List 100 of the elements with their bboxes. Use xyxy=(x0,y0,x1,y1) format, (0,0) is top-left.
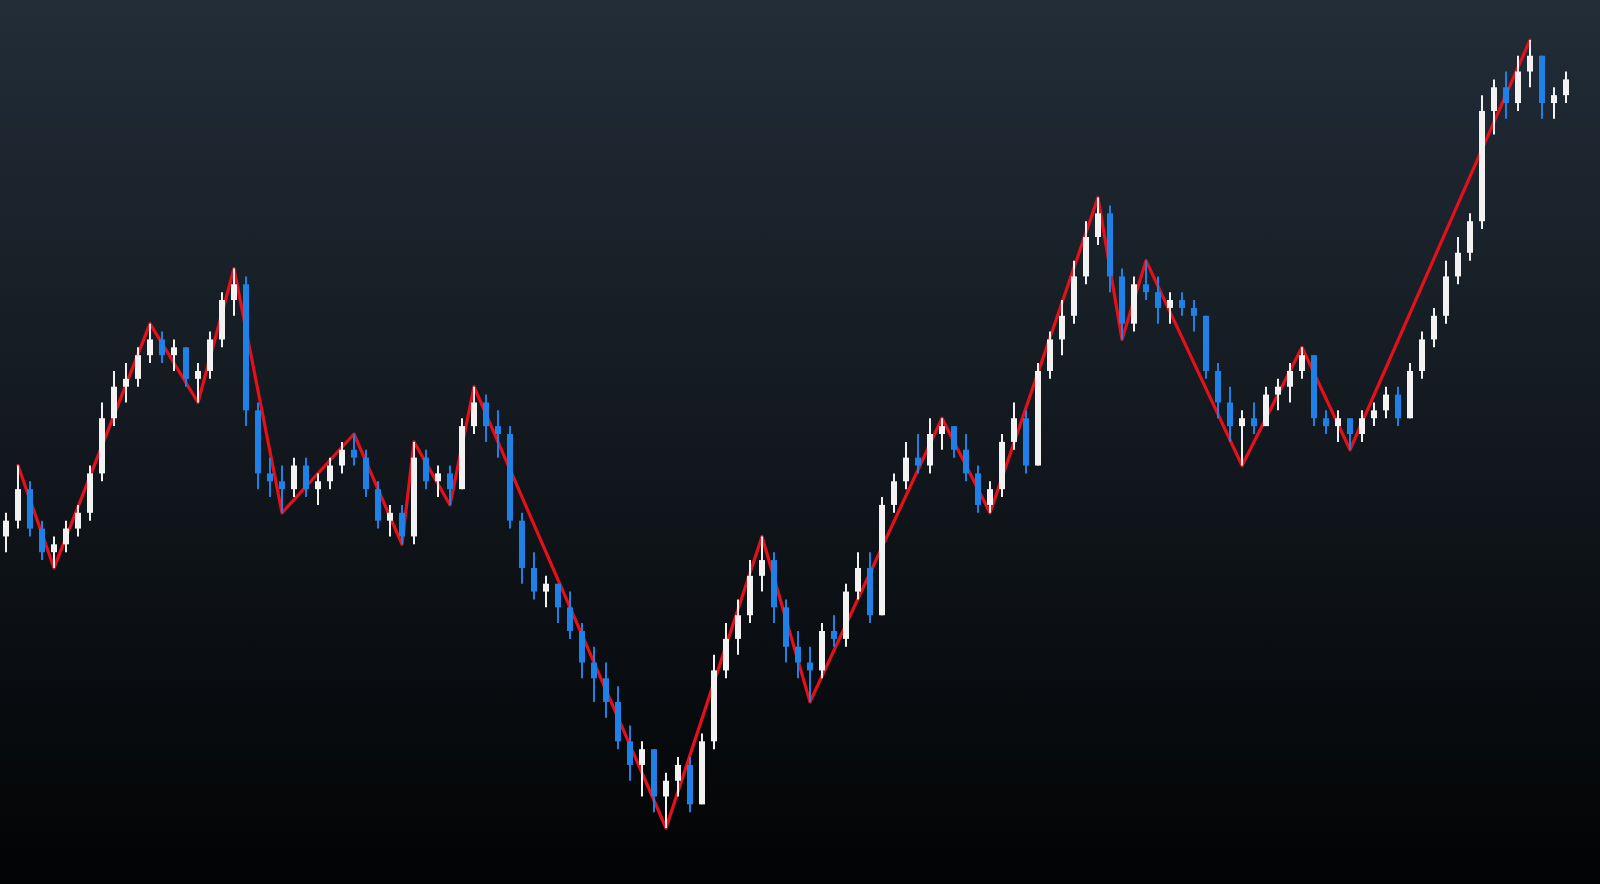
candlestick xyxy=(639,740,645,798)
candlestick xyxy=(1347,417,1353,451)
candlestick xyxy=(1215,362,1221,420)
candlestick xyxy=(63,519,69,554)
candlestick xyxy=(1131,275,1137,333)
candlestick xyxy=(603,661,609,719)
candlestick xyxy=(1059,299,1065,357)
candlestick xyxy=(1335,409,1341,443)
candlestick xyxy=(915,433,921,475)
candlestick xyxy=(39,519,45,562)
candlestick xyxy=(1167,291,1173,325)
candlestick xyxy=(1419,330,1425,380)
candlestick xyxy=(1263,385,1269,428)
candlestick xyxy=(1275,377,1281,412)
candlestick xyxy=(147,322,153,365)
candlestick xyxy=(1155,275,1161,325)
candlestick xyxy=(3,511,9,554)
candlestick xyxy=(435,464,441,499)
candlestick xyxy=(1563,70,1569,105)
candlestick xyxy=(1239,409,1245,467)
candlestick xyxy=(279,464,285,514)
candlestick xyxy=(1143,259,1149,302)
candlestick xyxy=(999,433,1005,499)
candlestick xyxy=(159,330,165,365)
candlestick xyxy=(339,440,345,475)
candlestick xyxy=(27,480,33,538)
candlestick xyxy=(855,551,861,601)
candlestick xyxy=(195,362,201,404)
candlestick xyxy=(1467,212,1473,262)
candlestick xyxy=(1119,267,1125,341)
candlestick xyxy=(231,267,237,317)
candlestick xyxy=(927,417,933,475)
candlestick xyxy=(219,291,225,349)
candlestick xyxy=(1491,78,1497,136)
candlestick xyxy=(783,598,789,664)
candlestick xyxy=(1443,259,1449,325)
candlestick xyxy=(819,622,825,680)
candlestick xyxy=(15,464,21,530)
candlestick xyxy=(315,472,321,506)
candlestick xyxy=(795,630,801,680)
candlestick xyxy=(1323,409,1329,435)
candlestick xyxy=(759,535,765,593)
candlestick xyxy=(891,472,897,514)
candlestick xyxy=(75,503,81,538)
candlestick xyxy=(1527,39,1533,89)
candlestick xyxy=(939,417,945,451)
candlestick xyxy=(267,456,273,499)
candlestick xyxy=(1551,86,1557,120)
candlestick xyxy=(1011,401,1017,451)
candlestick xyxy=(1023,409,1029,475)
candlestick xyxy=(987,480,993,514)
candlestick xyxy=(1383,385,1389,420)
candlestick xyxy=(171,338,177,372)
candlestick xyxy=(1083,220,1089,286)
candlestick xyxy=(687,756,693,814)
candlestick xyxy=(1407,362,1413,420)
candlestick xyxy=(1071,259,1077,325)
candlestick xyxy=(1515,54,1521,112)
candlestick xyxy=(903,440,909,491)
candlestick xyxy=(555,582,561,625)
candlestick xyxy=(567,590,573,640)
candlestick xyxy=(111,369,117,428)
candlestick xyxy=(651,748,657,814)
candlestick xyxy=(951,425,957,459)
candlestick xyxy=(1503,70,1509,120)
candlestick xyxy=(1395,385,1401,428)
candlestick xyxy=(483,393,489,443)
candlestick xyxy=(375,480,381,530)
candlestick xyxy=(531,551,537,601)
candlestick xyxy=(843,582,849,648)
candlestick xyxy=(543,574,549,609)
candlestick xyxy=(351,433,357,467)
candlestick xyxy=(1095,196,1101,246)
candlestick xyxy=(123,362,129,404)
candlestick xyxy=(447,464,453,506)
candlestick xyxy=(363,448,369,499)
candlestick xyxy=(399,503,405,546)
candlestick xyxy=(327,456,333,491)
candlestick xyxy=(1251,401,1257,435)
candlestick xyxy=(1287,362,1293,404)
candlestick xyxy=(1299,346,1305,380)
candlestick xyxy=(747,559,753,625)
candlestick xyxy=(1047,330,1053,380)
candlestick xyxy=(963,433,969,483)
candlestick xyxy=(135,346,141,388)
candlestick xyxy=(1371,401,1377,428)
candlestick xyxy=(627,724,633,782)
candlestick xyxy=(831,614,837,648)
candlestick xyxy=(387,503,393,538)
candlestick xyxy=(495,409,501,459)
candlestick xyxy=(291,456,297,499)
candlestick xyxy=(207,330,213,380)
candlestick xyxy=(1539,54,1545,120)
candlestick xyxy=(975,464,981,514)
candlestick xyxy=(771,551,777,625)
candlestick xyxy=(1455,236,1461,286)
candlestick xyxy=(1179,291,1185,317)
candlestick xyxy=(303,456,309,499)
candlestick xyxy=(735,598,741,656)
candlestick xyxy=(1227,385,1233,443)
